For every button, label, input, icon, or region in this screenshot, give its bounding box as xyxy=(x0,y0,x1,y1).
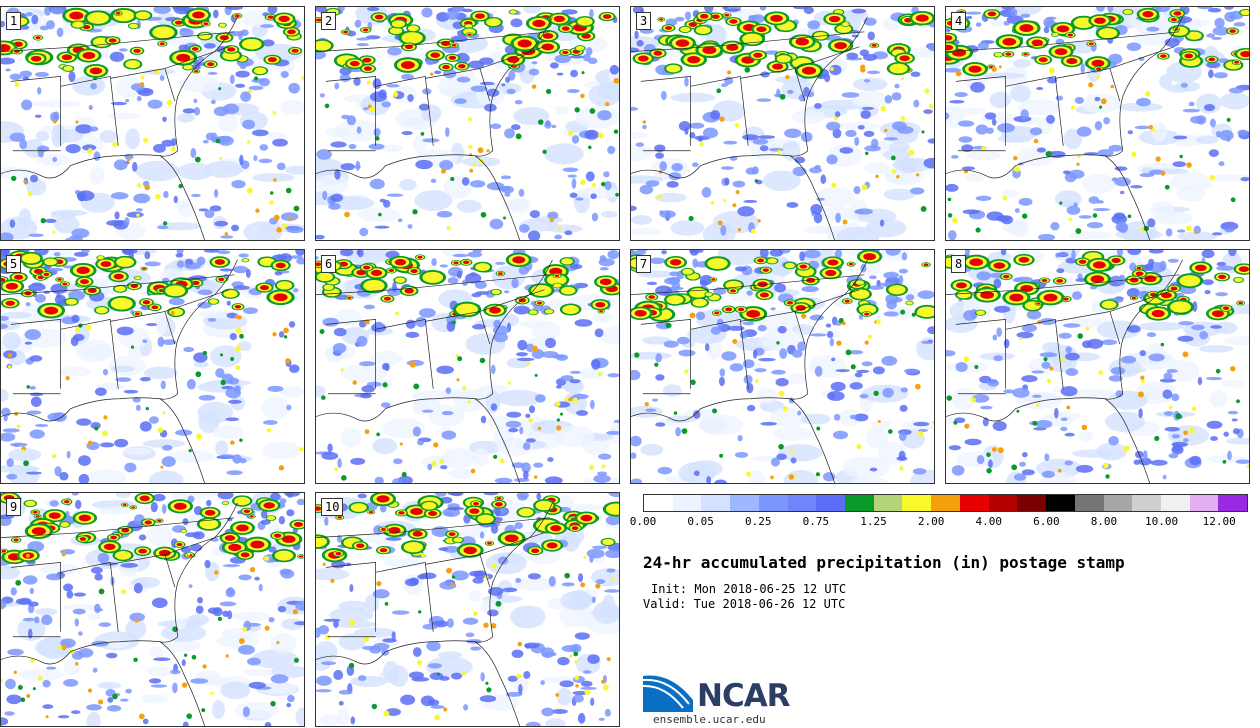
colorbar-swatch xyxy=(787,495,817,511)
logo-wordmark: NCAR xyxy=(697,678,791,714)
postage-stamp-3: 3 xyxy=(630,6,935,241)
member-label: 8 xyxy=(951,255,967,273)
postage-stamp-6: 6 xyxy=(315,249,620,484)
colorbar-tick-label: 0.75 xyxy=(802,515,830,528)
ncar-logo-icon xyxy=(643,675,693,712)
member-label: 9 xyxy=(6,498,22,516)
logo-url: ensemble.ucar.edu xyxy=(653,713,766,726)
colorbar-swatch xyxy=(988,495,1018,511)
valid-time: Valid: Tue 2018-06-26 12 UTC xyxy=(643,597,846,611)
colorbar-swatch xyxy=(758,495,788,511)
precip-map xyxy=(316,250,619,483)
member-label: 4 xyxy=(951,12,967,30)
colorbar-swatch xyxy=(1017,495,1047,511)
colorbar-swatch xyxy=(873,495,903,511)
precip-map xyxy=(316,7,619,240)
member-label: 2 xyxy=(321,12,337,30)
colorbar-tick-label: 1.25 xyxy=(860,515,887,528)
precip-map xyxy=(1,493,304,726)
postage-stamp-7: 7 xyxy=(630,249,935,484)
precip-map xyxy=(946,250,1249,483)
colorbar-swatch xyxy=(701,495,731,511)
colorbar-swatch xyxy=(1160,495,1190,511)
colorbar-swatch xyxy=(1218,495,1248,511)
colorbar-swatch xyxy=(931,495,960,511)
colorbar-tick-label: 8.00 xyxy=(1090,515,1118,528)
colorbar-tick-labels: 0.00 0.05 0.25 0.75 1.25 2.00 4.00 6.00 8.00 10.0… xyxy=(630,515,1248,531)
member-label: 1 xyxy=(6,12,22,30)
postage-stamp-9: 9 xyxy=(0,492,305,727)
member-label: 10 xyxy=(321,498,344,516)
colorbar-tick-label: 2.00 xyxy=(917,515,945,528)
colorbar-swatch xyxy=(1074,495,1104,511)
colorbar-swatch xyxy=(730,495,759,511)
colorbar-tick-label: 4.00 xyxy=(975,515,1002,528)
colorbar-swatch xyxy=(1132,495,1161,511)
member-label: 3 xyxy=(636,12,652,30)
colorbar-swatch xyxy=(672,495,702,511)
postage-stamp-10: 10 xyxy=(315,492,620,727)
colorbar-swatch xyxy=(1189,495,1219,511)
postage-stamp-2: 2 xyxy=(315,6,620,241)
colorbar-swatch xyxy=(1046,495,1075,511)
colorbar-tick-label: 6.00 xyxy=(1033,515,1060,528)
member-label: 6 xyxy=(321,255,337,273)
member-label: 5 xyxy=(6,255,22,273)
postage-stamp-1: 1 xyxy=(0,6,305,241)
colorbar-tick-label: 0.00 xyxy=(629,515,657,528)
postage-stamp-5: 5 xyxy=(0,249,305,484)
page-title: 24-hr accumulated precipitation (in) pos… xyxy=(643,553,1125,572)
colorbar-swatch xyxy=(902,495,932,511)
colorbar-swatch xyxy=(816,495,846,511)
precip-map xyxy=(631,250,934,483)
colorbar-tick-label: 12.00 xyxy=(1202,515,1236,528)
precip-colorbar xyxy=(643,494,1248,512)
postage-stamp-8: 8 xyxy=(945,249,1250,484)
postage-stamp-4: 4 xyxy=(945,6,1250,241)
colorbar-tick-label: 0.05 xyxy=(687,515,714,528)
precip-map xyxy=(316,493,619,726)
colorbar-swatch xyxy=(845,495,874,511)
init-time: Init: Mon 2018-06-25 12 UTC xyxy=(651,582,847,596)
member-label: 7 xyxy=(636,255,652,273)
colorbar-swatch xyxy=(959,495,989,511)
precip-map xyxy=(946,7,1249,240)
colorbar-tick-label: 0.25 xyxy=(744,515,772,528)
precip-map xyxy=(1,7,304,240)
colorbar-swatch xyxy=(644,495,673,511)
colorbar-tick-label: 10.00 xyxy=(1145,515,1179,528)
precip-map xyxy=(1,250,304,483)
colorbar-swatch xyxy=(1103,495,1133,511)
precip-map xyxy=(631,7,934,240)
